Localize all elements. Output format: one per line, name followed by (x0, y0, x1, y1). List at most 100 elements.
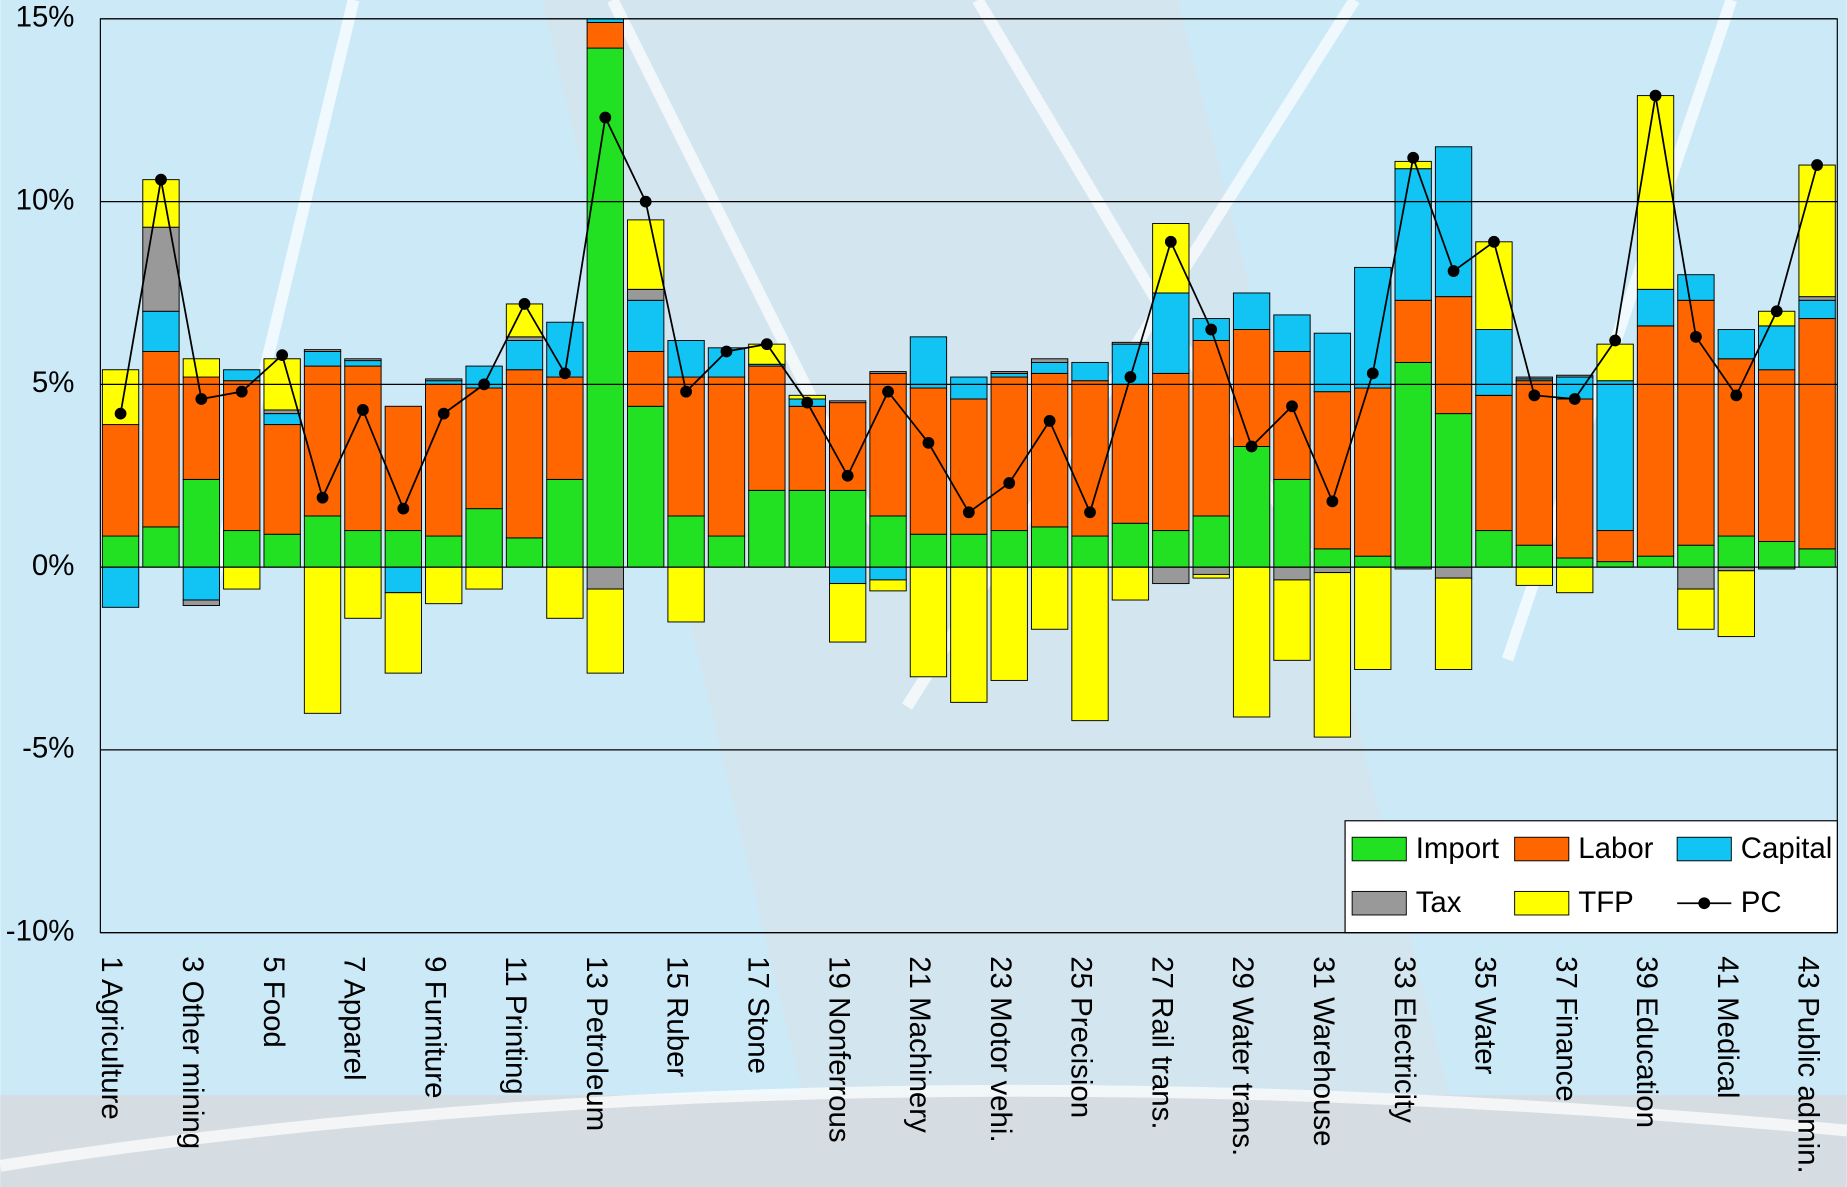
bar-segment (142, 310, 180, 352)
bar-segment (1313, 566, 1352, 574)
pc-point (155, 173, 167, 186)
legend-label: Import (1416, 832, 1499, 865)
bar-segment (182, 478, 221, 568)
bar-segment (1636, 555, 1675, 568)
x-tick-label: 15 Ruber (661, 956, 694, 1077)
bar-segment (627, 219, 665, 290)
bar-segment (505, 369, 544, 539)
bar-segment (1192, 573, 1230, 579)
bar-segment (586, 588, 624, 674)
legend-swatch (1676, 836, 1732, 862)
bar-segment (1273, 350, 1311, 480)
bar-segment (1354, 387, 1392, 557)
bar-segment (1556, 374, 1594, 378)
pc-point (316, 491, 329, 504)
bar-segment (1394, 299, 1432, 363)
bar-segment (1556, 566, 1594, 594)
bar-segment (748, 489, 786, 568)
bar-segment (1030, 526, 1069, 568)
x-tick-label: 19 Nonferrous (822, 956, 855, 1142)
x-tick-label: 21 Machinery (903, 956, 936, 1133)
pc-point (1164, 235, 1177, 248)
bar-segment (223, 380, 261, 532)
x-tick-label: 27 Rail trans. (1145, 956, 1178, 1129)
pc-point (114, 407, 127, 420)
bar-segment (909, 566, 948, 678)
bar-segment (1677, 544, 1715, 568)
bar-segment (425, 535, 463, 568)
pc-point (357, 404, 369, 416)
pc-point (1407, 151, 1420, 164)
bar-segment (586, 18, 624, 23)
bar-segment (1111, 566, 1150, 601)
legend-label: PC (1741, 886, 1782, 919)
pc-point (720, 345, 733, 358)
x-tick-label: 13 Petroleum (580, 956, 613, 1131)
bar-segment (546, 566, 584, 619)
pc-point (1488, 235, 1500, 248)
bar-segment (829, 566, 867, 585)
bar-segment (1717, 329, 1755, 360)
bar-segment (1434, 577, 1473, 670)
bar-segment (1677, 566, 1715, 590)
plot (101, 18, 1836, 738)
bar-segment (1071, 566, 1109, 722)
bar-segment (1354, 566, 1392, 670)
bar-segment (1515, 566, 1553, 586)
bar-segment (1354, 555, 1392, 568)
bar-segment (1434, 566, 1473, 579)
x-tick-label: 17 Stone (741, 956, 774, 1074)
x-tick-label: 5 Food (257, 956, 290, 1048)
bar-segment (1232, 292, 1271, 331)
pc-point (760, 338, 773, 351)
x-tick-label: 39 Education (1630, 956, 1663, 1128)
bar-segment (990, 530, 1028, 568)
y-tick-label: -10% (6, 914, 75, 947)
pc-point (1770, 305, 1783, 318)
bar-segment (1636, 325, 1675, 557)
legend-label: Capital (1741, 832, 1833, 865)
bar-segment (182, 376, 221, 480)
bar-segment (707, 376, 746, 537)
bar-segment (950, 566, 988, 703)
bar-segment (1232, 566, 1271, 718)
bar-segment (1475, 241, 1513, 331)
bar-segment (1636, 288, 1675, 327)
bar-segment (1758, 369, 1796, 543)
bar-segment (1475, 530, 1513, 568)
bar-segment (142, 350, 180, 528)
bar-segment (465, 508, 503, 568)
x-tick-label: 43 Public admin. (1792, 956, 1825, 1174)
bar-segment (1152, 372, 1190, 532)
bar-segment (182, 358, 221, 378)
pc-point (962, 506, 975, 519)
bar-segment (667, 376, 705, 517)
bar-segment (950, 376, 988, 400)
bar-segment (667, 515, 705, 568)
bar-segment (1071, 361, 1109, 382)
bar-segment (1394, 168, 1432, 301)
legend-label: TFP (1578, 886, 1634, 919)
x-tick-label: 37 Finance (1549, 956, 1582, 1102)
x-tick-label: 9 Furniture (418, 956, 451, 1098)
bar-segment (1313, 548, 1352, 568)
bar-segment (1192, 515, 1230, 568)
bar-segment (1717, 535, 1755, 568)
pc-point (518, 298, 531, 310)
bar-segment (1313, 332, 1352, 393)
pc-point (276, 349, 289, 362)
bar-segment (303, 350, 342, 367)
bar-segment (465, 566, 503, 590)
bar-segment (303, 349, 342, 352)
bar-segment (344, 360, 382, 367)
bar-segment (1798, 296, 1836, 301)
bar-segment (182, 566, 221, 601)
bar-segment (1596, 380, 1634, 532)
bar-segment (788, 489, 826, 568)
x-tick-label: 3 Other mining (176, 956, 209, 1149)
legend: Import Labor Capital Tax TFP PC (1344, 820, 1838, 934)
bar-segment (1515, 376, 1553, 380)
pc-point (1003, 477, 1016, 489)
bar-segment (142, 226, 180, 312)
